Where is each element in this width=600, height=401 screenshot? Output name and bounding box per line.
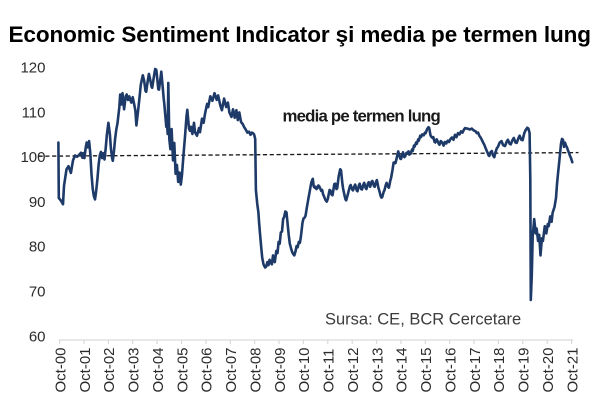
svg-text:Oct-13: Oct-13: [369, 347, 386, 392]
svg-text:Oct-21: Oct-21: [564, 347, 581, 392]
svg-text:Oct-06: Oct-06: [199, 347, 216, 392]
svg-text:80: 80: [29, 239, 46, 256]
svg-text:100: 100: [20, 149, 45, 166]
svg-text:Oct-01: Oct-01: [77, 347, 94, 392]
svg-text:Oct-10: Oct-10: [296, 347, 313, 392]
svg-text:110: 110: [22, 104, 46, 121]
svg-text:60: 60: [29, 328, 46, 345]
svg-text:Oct-05: Oct-05: [174, 347, 191, 392]
svg-text:Oct-18: Oct-18: [491, 347, 508, 392]
svg-text:Oct-20: Oct-20: [540, 347, 557, 392]
svg-text:Oct-17: Oct-17: [467, 347, 484, 392]
svg-text:Oct-12: Oct-12: [345, 347, 362, 392]
svg-text:Oct-14: Oct-14: [394, 347, 411, 392]
svg-text:Oct-09: Oct-09: [272, 347, 289, 392]
svg-text:Oct-15: Oct-15: [418, 347, 435, 392]
svg-text:Oct-08: Oct-08: [247, 347, 264, 392]
svg-text:Sursa: CE, BCR Cercetare: Sursa: CE, BCR Cercetare: [325, 311, 521, 329]
svg-text:Oct-03: Oct-03: [126, 347, 143, 392]
svg-text:Oct-16: Oct-16: [443, 347, 460, 392]
svg-text:media pe termen lung: media pe termen lung: [283, 106, 441, 125]
svg-text:90: 90: [29, 194, 46, 211]
svg-text:Oct-04: Oct-04: [150, 347, 167, 392]
svg-text:Economic Sentiment Indicator ş: Economic Sentiment Indicator şi media pe…: [9, 22, 591, 47]
svg-text:Oct-11: Oct-11: [321, 349, 338, 393]
svg-text:70: 70: [29, 284, 46, 301]
svg-text:Oct-07: Oct-07: [223, 347, 240, 392]
svg-text:120: 120: [20, 60, 45, 77]
svg-text:Oct-02: Oct-02: [101, 347, 118, 392]
svg-text:Oct-00: Oct-00: [52, 347, 69, 392]
svg-text:Oct-19: Oct-19: [516, 347, 533, 392]
